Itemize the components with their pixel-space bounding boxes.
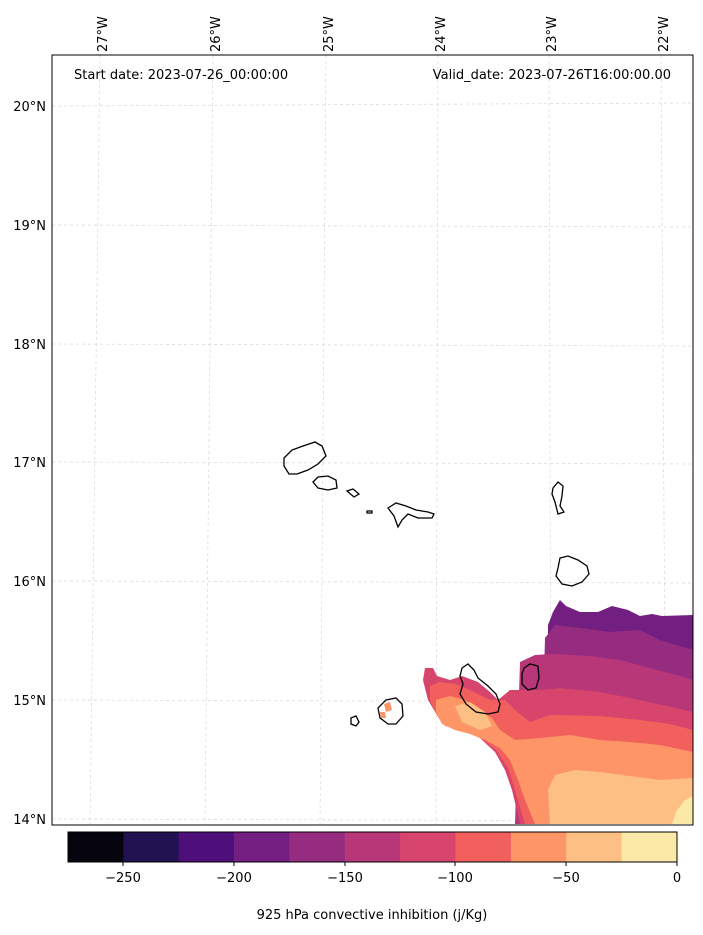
colorbar-title: 925 hPa convective inhibition (j/Kg) — [257, 908, 488, 923]
lon-labels: 27°W 26°W 25°W 24°W 23°W 22°W — [96, 16, 672, 52]
lon-label: 27°W — [96, 16, 111, 52]
colorbar-swatch — [289, 832, 346, 862]
island-raso — [366, 510, 373, 514]
colorbar-swatch — [344, 832, 401, 862]
coastlines — [283, 441, 590, 727]
cin-patch-fogo2 — [380, 712, 386, 718]
island-santo-antao — [283, 441, 327, 475]
island-fogo — [377, 697, 404, 725]
cin-band-50 — [455, 702, 492, 730]
lat-label: 20°N — [13, 100, 46, 115]
colorbar-tick-label: −150 — [327, 871, 363, 886]
cin-field — [380, 600, 693, 824]
colorbar-swatch — [455, 832, 512, 862]
colorbar-border — [67, 831, 678, 863]
colorbar-tick-label: −200 — [216, 871, 252, 886]
map-frame-border — [51, 54, 694, 826]
colorbar-tick-label: −250 — [105, 871, 141, 886]
lon-label: 24°W — [434, 16, 449, 52]
lat-label: 18°N — [13, 338, 46, 353]
lon-label: 26°W — [209, 16, 224, 52]
colorbar-swatch — [510, 832, 567, 862]
colorbar-swatch — [400, 832, 456, 862]
cin-band-50b — [548, 770, 693, 824]
island-sao-nicolau — [387, 502, 435, 529]
colorbar-swatch — [566, 832, 622, 862]
graticule — [51, 54, 694, 826]
lat-label: 19°N — [13, 219, 46, 234]
colorbar-swatch — [178, 832, 235, 862]
island-santiago — [459, 663, 501, 715]
colorbar-swatches — [68, 832, 678, 862]
lat-label: 16°N — [13, 575, 46, 590]
colorbar-swatch — [234, 832, 290, 862]
colorbar-tick-label: 0 — [673, 871, 681, 886]
lat-label: 15°N — [13, 694, 46, 709]
lon-label: 22°W — [657, 16, 672, 52]
island-santa-luzia — [345, 488, 361, 498]
island-boa-vista — [555, 555, 590, 587]
start-date-label: Start date: 2023-07-26_00:00:00 — [74, 68, 288, 83]
cin-band-25 — [672, 796, 693, 824]
island-brava — [350, 715, 360, 727]
lat-labels: 20°N 19°N 18°N 17°N 16°N 15°N 14°N — [13, 100, 46, 828]
lat-label: 14°N — [13, 813, 46, 828]
lon-label: 25°W — [322, 16, 337, 52]
lon-label: 23°W — [545, 16, 560, 52]
colorbar-tick-label: −100 — [437, 871, 473, 886]
cin-patch-fogo — [384, 702, 392, 712]
colorbar: −250 −200 −150 −100 −50 0 925 hPa convec… — [67, 831, 681, 923]
island-sao-vicente — [312, 475, 338, 491]
colorbar-swatch — [621, 832, 678, 862]
valid-date-label: Valid_date: 2023-07-26T16:00:00.00 — [433, 68, 671, 83]
colorbar-tick-label: −50 — [552, 871, 579, 886]
colorbar-swatch — [123, 832, 180, 862]
lat-label: 17°N — [13, 456, 46, 471]
colorbar-swatch — [68, 832, 124, 862]
island-sal — [551, 481, 566, 515]
colorbar-ticks — [122, 862, 678, 866]
island-maio — [521, 663, 540, 691]
